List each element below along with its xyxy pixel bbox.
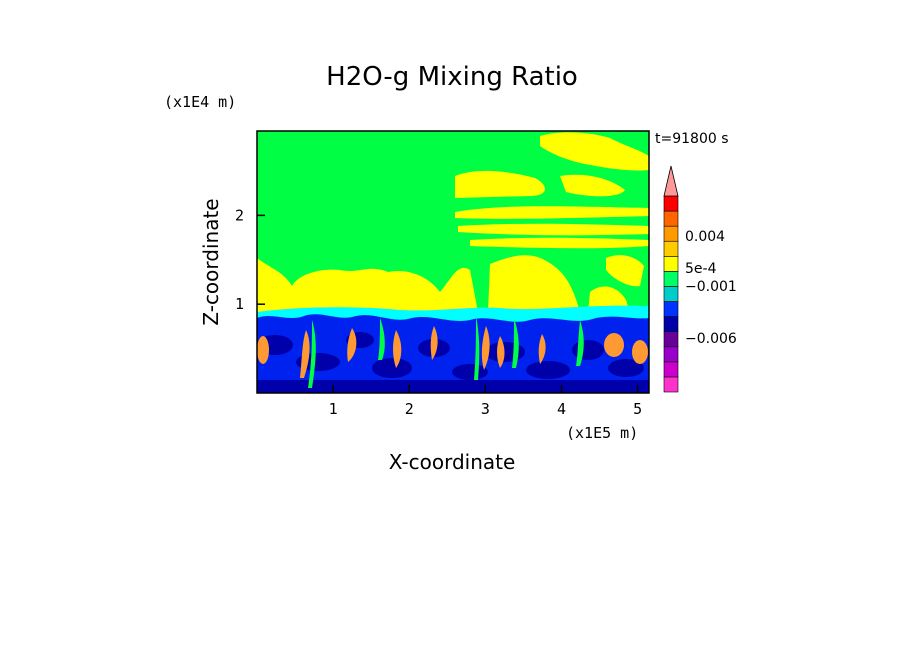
- x-axis-ticks: 1 2 3 4 5: [329, 385, 642, 418]
- y-axis-ticks: 12: [235, 206, 265, 313]
- contour-field: [257, 131, 649, 393]
- colorbar-label: 5e-4: [685, 261, 717, 277]
- y-tick-label: 1: [235, 295, 244, 313]
- x-tick-label: 2: [405, 400, 414, 418]
- colorbar-segment: [663, 376, 679, 393]
- x-unit-label: (x1E5 m): [566, 424, 638, 442]
- colorbar-label: 0.004: [685, 229, 725, 245]
- green-streaks: [308, 316, 584, 388]
- x-tick-label: 1: [329, 400, 338, 418]
- x-axis-label: X-coordinate: [389, 450, 516, 474]
- colorbar-label: −0.001: [685, 279, 737, 295]
- colorbar-segment: [663, 271, 679, 287]
- colorbar-labels: 0.004 5e-4 −0.001 −0.006: [685, 229, 737, 347]
- colorbar-segment: [663, 316, 679, 332]
- x-tick-label: 3: [481, 400, 490, 418]
- colorbar-extend-arrow: [663, 165, 679, 197]
- colorbar-segment: [663, 256, 679, 272]
- yellow-cloud-layers: [257, 132, 649, 312]
- colorbar-segment: [663, 195, 679, 212]
- colorbar-segment: [663, 331, 679, 348]
- colorbar-segment: [663, 361, 679, 378]
- colorbar-segment: [663, 240, 679, 257]
- colorbar-segment: [663, 286, 679, 302]
- colorbar-segment: [663, 346, 679, 363]
- orange-plumes: [257, 326, 648, 378]
- colorbar: [663, 165, 679, 393]
- y-unit-label: (x1E4 m): [164, 93, 236, 111]
- colorbar-segment: [663, 225, 679, 242]
- y-axis-label: Z-coordinate: [199, 198, 223, 325]
- x-tick-label: 5: [633, 400, 642, 418]
- colorbar-segment: [663, 210, 679, 227]
- colorbar-label: −0.006: [685, 331, 737, 347]
- y-tick-label: 2: [235, 206, 244, 224]
- chart-title: H2O-g Mixing Ratio: [326, 62, 578, 92]
- x-tick-label: 4: [557, 400, 566, 418]
- colorbar-segment: [663, 301, 679, 317]
- plot-frame: [256, 130, 650, 394]
- time-label: t=91800 s: [655, 131, 729, 147]
